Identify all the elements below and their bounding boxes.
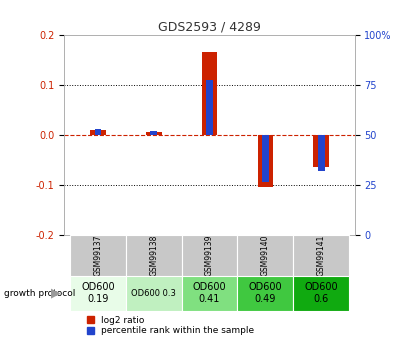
Text: GSM99137: GSM99137 bbox=[93, 235, 102, 276]
Text: OD600
0.19: OD600 0.19 bbox=[81, 283, 115, 304]
Bar bbox=[318, 135, 324, 170]
Bar bbox=[70, 235, 126, 276]
Bar bbox=[202, 52, 217, 135]
Bar bbox=[258, 135, 273, 187]
Bar bbox=[293, 235, 349, 276]
Bar bbox=[95, 129, 101, 135]
Bar bbox=[182, 235, 237, 276]
Text: GSM99138: GSM99138 bbox=[149, 235, 158, 276]
Text: ▶: ▶ bbox=[51, 287, 60, 300]
Legend: log2 ratio, percentile rank within the sample: log2 ratio, percentile rank within the s… bbox=[85, 314, 256, 337]
Text: GSM99140: GSM99140 bbox=[261, 235, 270, 276]
Bar bbox=[237, 276, 293, 310]
Bar bbox=[90, 130, 106, 135]
Bar bbox=[150, 130, 157, 135]
Text: GSM99139: GSM99139 bbox=[205, 235, 214, 276]
Text: OD600
0.41: OD600 0.41 bbox=[193, 283, 226, 304]
Text: OD600
0.49: OD600 0.49 bbox=[249, 283, 282, 304]
Bar bbox=[126, 235, 182, 276]
Bar bbox=[314, 135, 329, 167]
Bar bbox=[182, 276, 237, 310]
Bar bbox=[70, 276, 126, 310]
Bar bbox=[293, 276, 349, 310]
Text: OD600
0.6: OD600 0.6 bbox=[304, 283, 338, 304]
Text: growth protocol: growth protocol bbox=[4, 289, 75, 298]
Title: GDS2593 / 4289: GDS2593 / 4289 bbox=[158, 20, 261, 33]
Text: GSM99141: GSM99141 bbox=[317, 235, 326, 276]
Bar bbox=[206, 80, 213, 135]
Text: OD600 0.3: OD600 0.3 bbox=[131, 289, 176, 298]
Bar bbox=[146, 132, 162, 135]
Bar bbox=[237, 235, 293, 276]
Bar bbox=[262, 135, 269, 181]
Bar bbox=[126, 276, 182, 310]
